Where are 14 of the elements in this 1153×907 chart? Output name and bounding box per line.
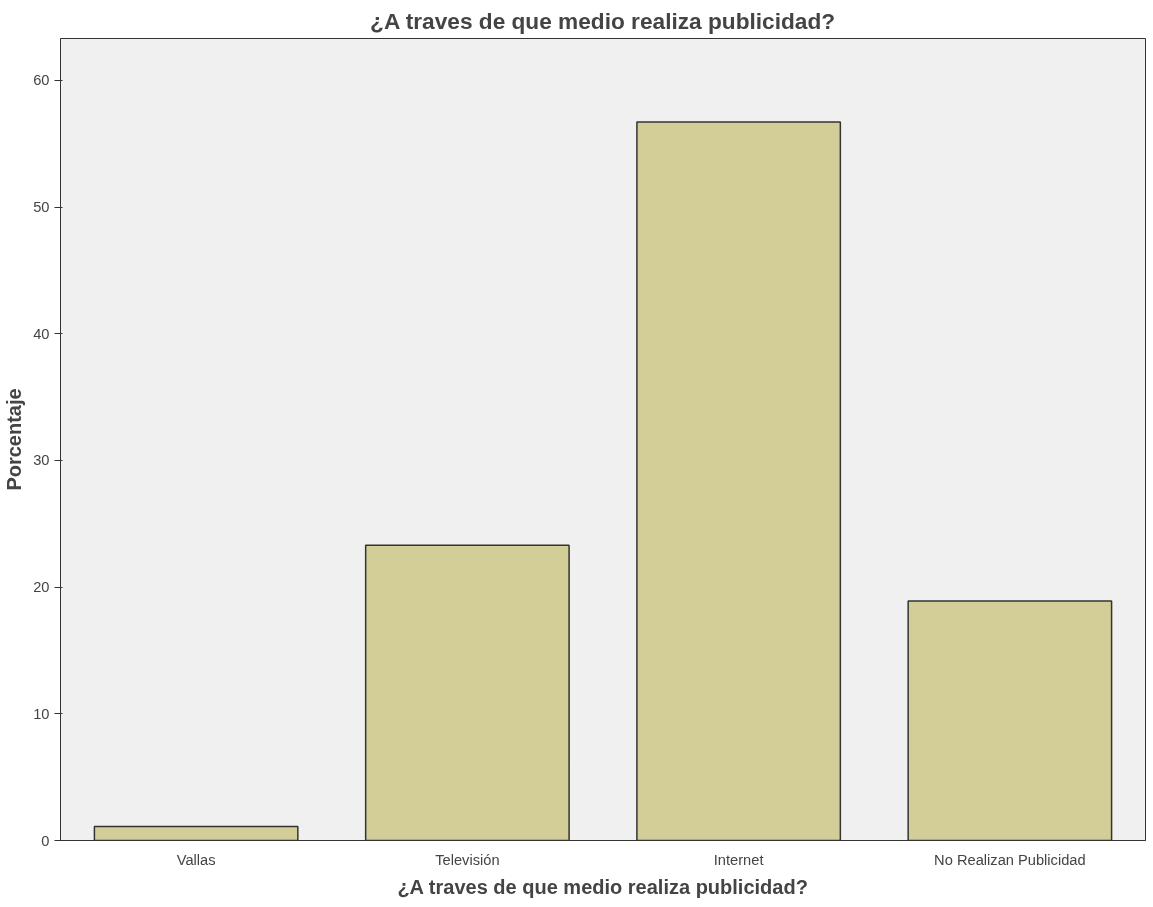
y-tick-label: 0 — [41, 832, 50, 849]
x-tick-label: Internet — [713, 851, 764, 868]
x-tick-label: Televisión — [435, 851, 500, 868]
x-tick-label: No Realizan Publicidad — [934, 851, 1086, 868]
chart-title: ¿A traves de que medio realiza publicidad? — [370, 7, 836, 34]
y-tick-label: 10 — [33, 705, 50, 722]
y-tick-label: 60 — [33, 72, 50, 89]
y-tick-label: 20 — [33, 579, 50, 596]
x-tick-label: Vallas — [176, 851, 216, 868]
y-tick-label: 30 — [33, 452, 50, 469]
y-tick-label: 40 — [33, 325, 50, 342]
y-axis-title: Porcentaje — [3, 388, 26, 491]
x-axis-title: ¿A traves de que medio realiza publicidad? — [397, 875, 808, 898]
y-tick-label: 50 — [33, 199, 50, 216]
